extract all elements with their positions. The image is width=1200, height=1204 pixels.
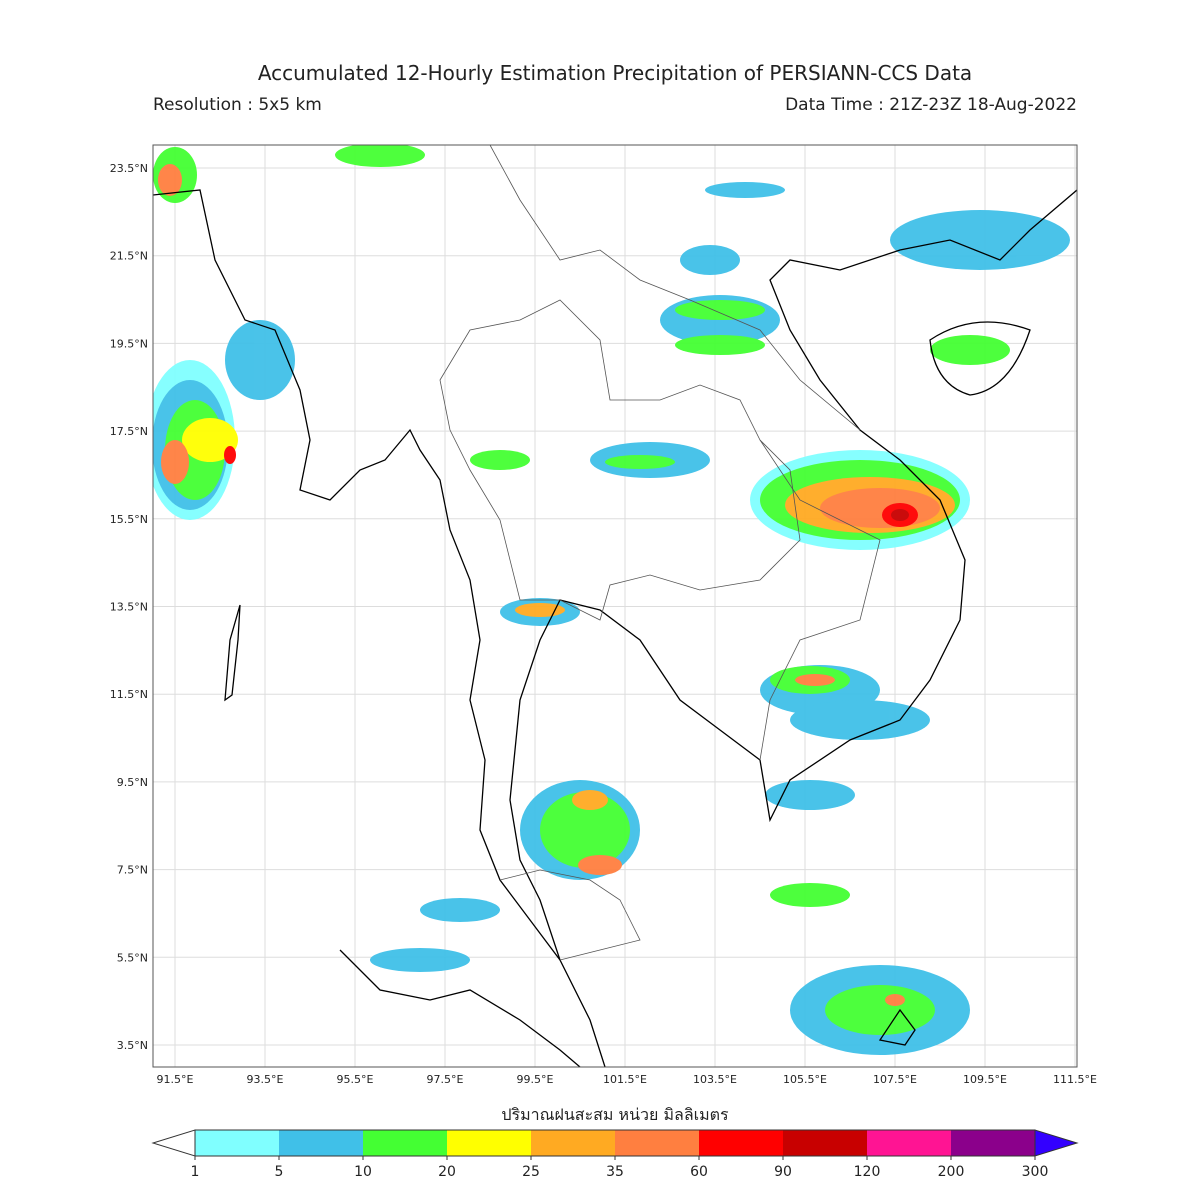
lat-label: 9.5°N: [117, 776, 148, 789]
lat-label: 3.5°N: [117, 1039, 148, 1052]
colorbar-title: ปริมาณฝนสะสม หน่วย มิลลิเมตร: [501, 1105, 729, 1124]
precipitation: [153, 145, 1070, 1055]
map: [153, 145, 1077, 1067]
lon-label: 107.5°E: [873, 1073, 917, 1086]
lon-label: 103.5°E: [693, 1073, 737, 1086]
lat-label: 5.5°N: [117, 951, 148, 964]
lon-label: 109.5°E: [963, 1073, 1007, 1086]
lat-label: 13.5°N: [110, 601, 148, 614]
colorbar-label: 120: [854, 1164, 881, 1180]
lat-label: 19.5°N: [110, 337, 148, 350]
lat-label: 21.5°N: [110, 250, 148, 263]
lon-label: 97.5°E: [427, 1073, 464, 1086]
resolution: Resolution : 5x5 km: [153, 95, 322, 115]
colorbar-label: 5: [275, 1164, 284, 1180]
colorbar-label: 25: [522, 1164, 540, 1180]
title: Accumulated 12-Hourly Estimation Precipi…: [258, 61, 972, 85]
lon-label: 111.5°E: [1053, 1073, 1097, 1086]
colorbar-box: [447, 1130, 531, 1156]
colorbar-label: 1: [191, 1164, 200, 1180]
colorbar-label: 200: [938, 1164, 965, 1180]
data-time: Data Time : 21Z-23Z 18-Aug-2022: [785, 95, 1077, 115]
lat-label: 7.5°N: [117, 864, 148, 877]
colorbar-label: 90: [774, 1164, 792, 1180]
colorbar-box: [531, 1130, 615, 1156]
borders: [439, 145, 881, 961]
colorbar-over: [1034, 1129, 1079, 1157]
colorbar-box: [615, 1130, 699, 1156]
lon-label: 101.5°E: [603, 1073, 647, 1086]
coastlines: [153, 189, 1077, 1067]
colorbar-box: [279, 1130, 363, 1156]
colorbar-box: [699, 1130, 783, 1156]
colorbar-box: [783, 1130, 867, 1156]
lon-label: 99.5°E: [517, 1073, 554, 1086]
colorbar-label: 300: [1022, 1164, 1049, 1180]
lat-label: 15.5°N: [110, 513, 148, 526]
colorbar-label: 60: [690, 1164, 708, 1180]
colorbar-label: 35: [606, 1164, 624, 1180]
colorbar-under: [151, 1129, 196, 1157]
map-frame: [152, 144, 1078, 1068]
lon-label: 105.5°E: [783, 1073, 827, 1086]
lat-label: 23.5°N: [110, 162, 148, 175]
lon-label: 91.5°E: [157, 1073, 194, 1086]
lon-label: 93.5°E: [247, 1073, 284, 1086]
colorbar-box: [363, 1130, 447, 1156]
grid: [153, 145, 1077, 1067]
lat-label: 17.5°N: [110, 425, 148, 438]
colorbar-box: [951, 1130, 1035, 1156]
lon-label: 95.5°E: [337, 1073, 374, 1086]
colorbar: 1 5 10 20 25 35 60 90 120 200 300: [151, 1129, 1079, 1180]
lat-label: 11.5°N: [110, 688, 148, 701]
colorbar-box: [867, 1130, 951, 1156]
colorbar-box: [195, 1130, 279, 1156]
colorbar-label: 10: [354, 1164, 372, 1180]
colorbar-label: 20: [438, 1164, 456, 1180]
